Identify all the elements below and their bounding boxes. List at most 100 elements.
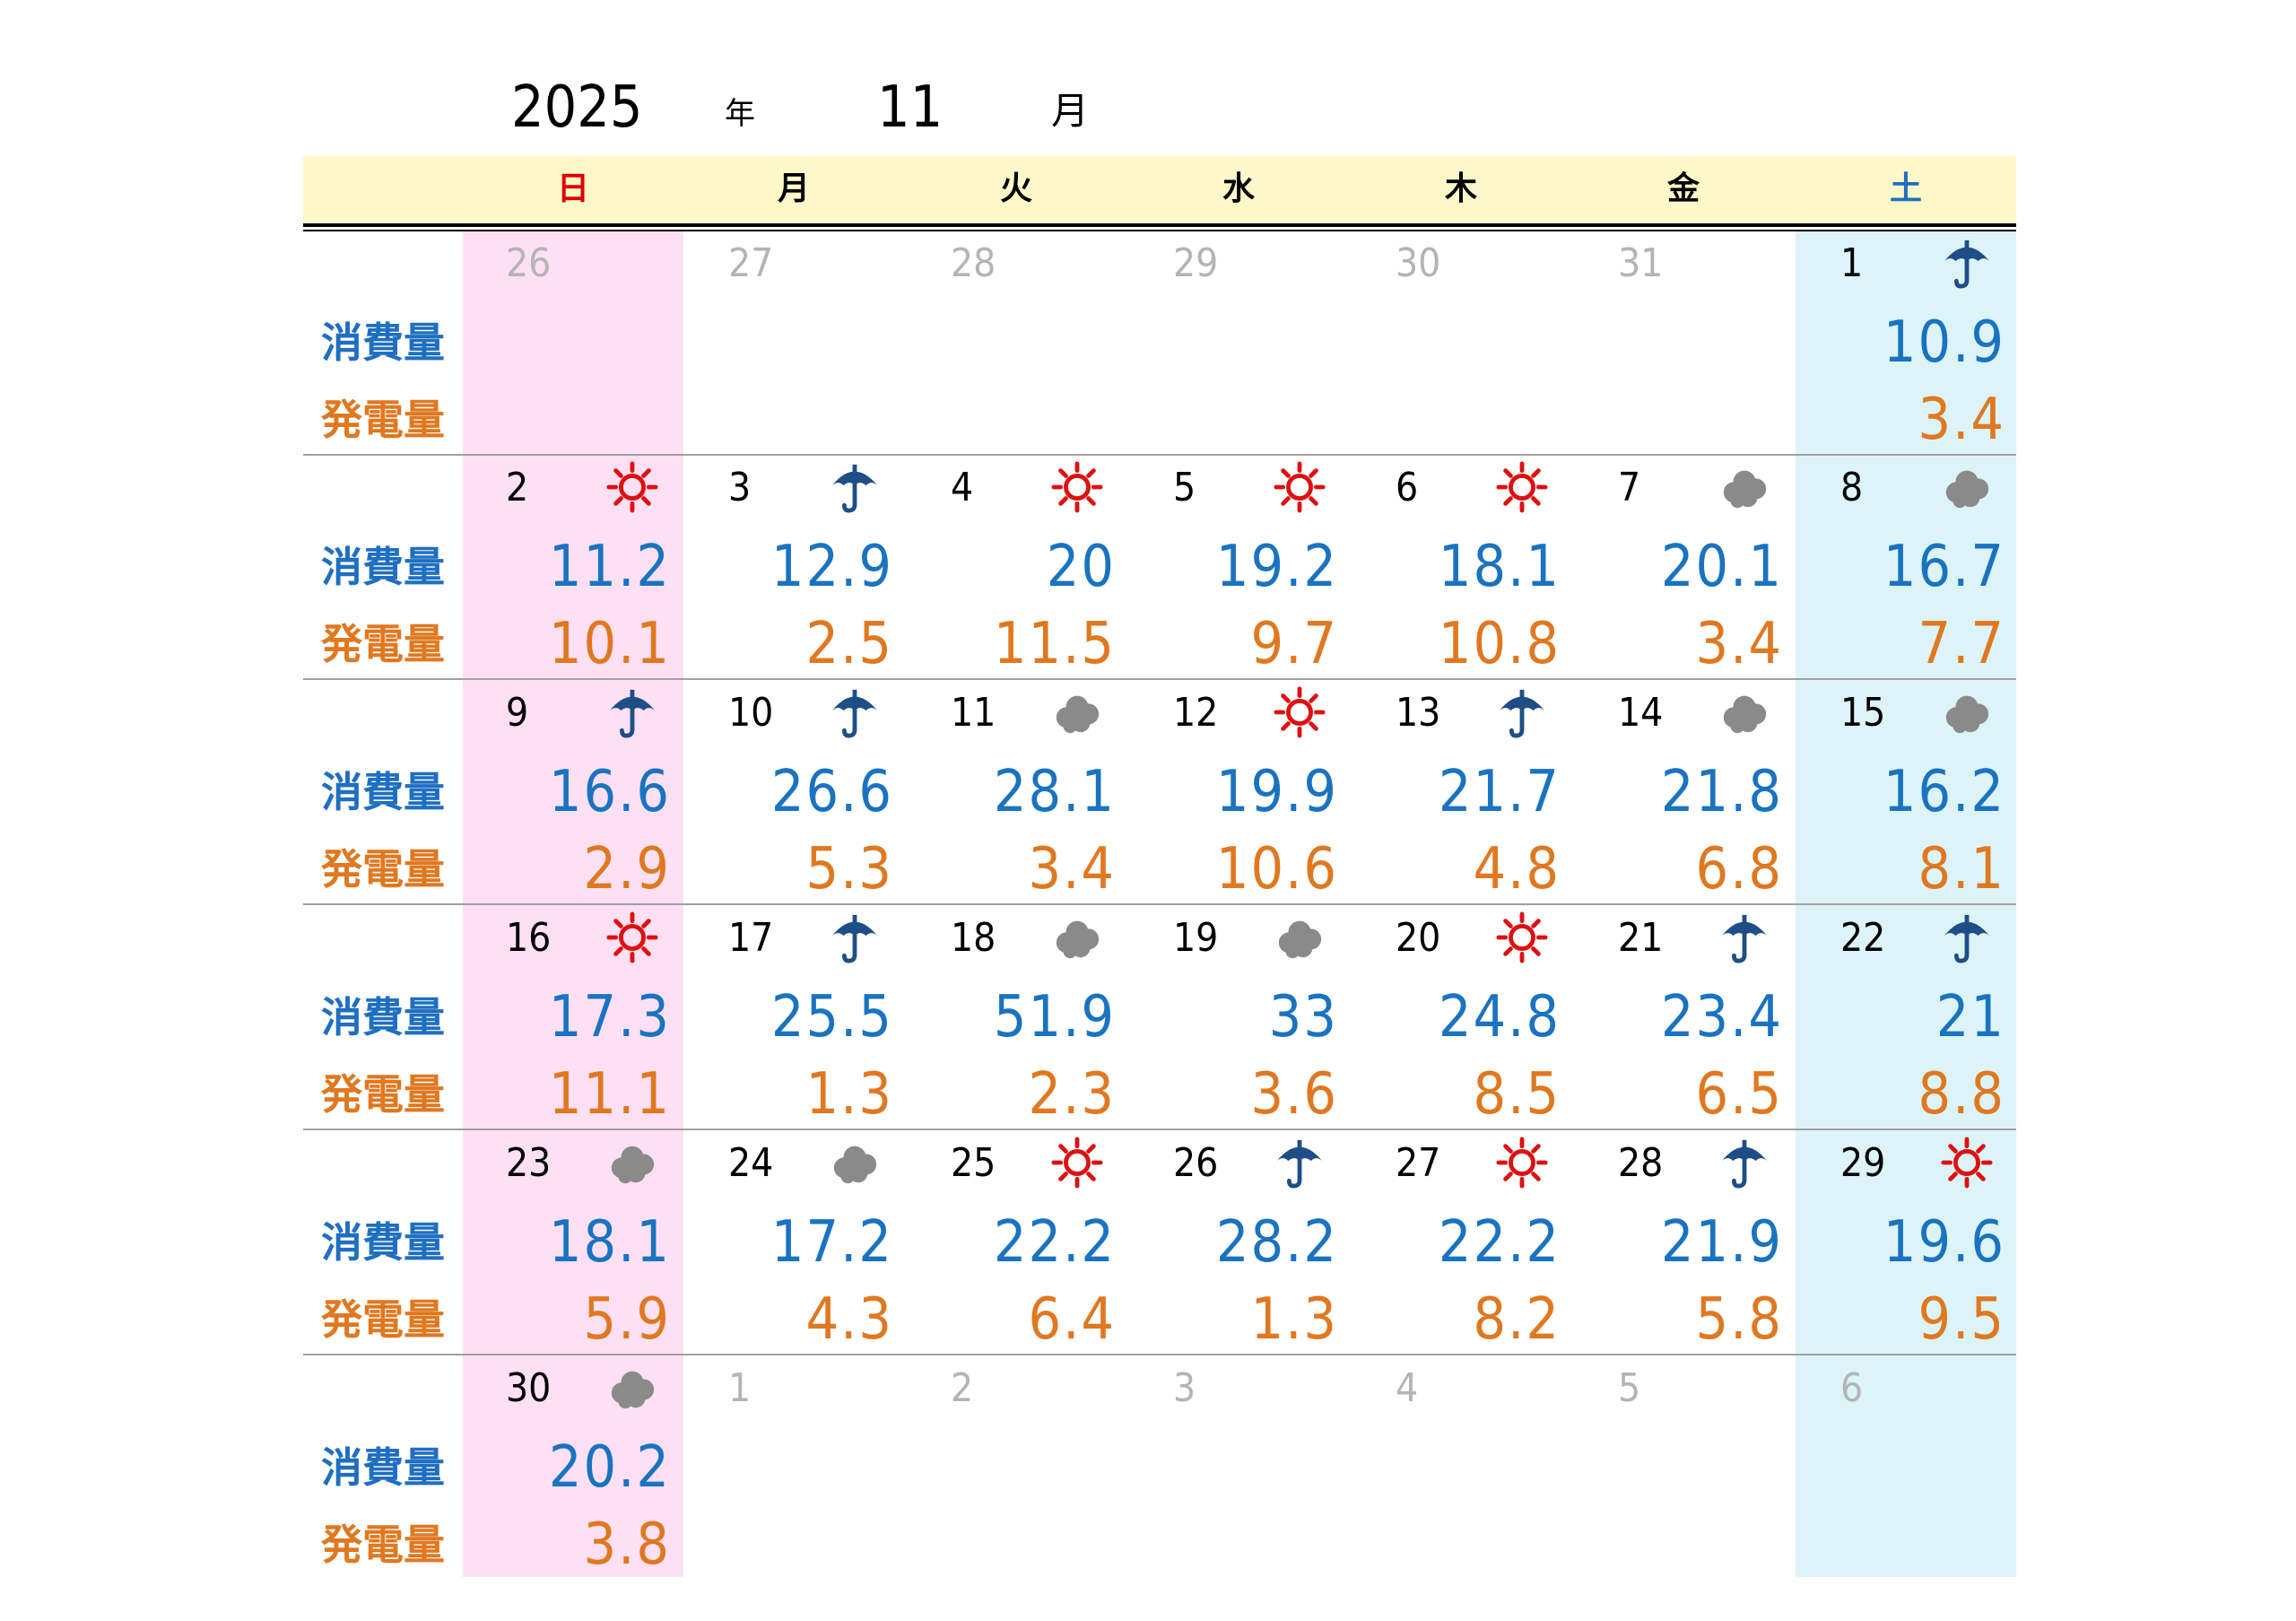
day-cell[interactable]: 30 — [1352, 231, 1573, 456]
day-cell[interactable]: 19 33 3.6 — [1130, 906, 1351, 1130]
generation-value: 6.8 — [1695, 836, 1783, 902]
consumption-value: 26.6 — [770, 759, 893, 825]
sun-icon — [1051, 461, 1103, 513]
consumption-value: 20 — [1046, 534, 1116, 600]
day-cell[interactable]: 21 23.4 6.5 — [1575, 906, 1796, 1130]
day-number: 18 — [951, 915, 996, 961]
day-cell[interactable]: 17 25.5 1.3 — [685, 906, 906, 1130]
day-cell[interactable]: 31 — [1575, 231, 1796, 456]
day-cell[interactable]: 12 19.9 10.6 — [1130, 681, 1351, 905]
day-cell[interactable]: 2 — [908, 1356, 1128, 1581]
consumption-value: 20.2 — [548, 1434, 671, 1501]
day-number: 7 — [1618, 465, 1641, 510]
generation-value: 6.4 — [1028, 1286, 1116, 1353]
sun-icon — [1496, 911, 1548, 963]
day-cell[interactable]: 11 28.1 3.4 — [908, 681, 1128, 905]
generation-value: 3.6 — [1250, 1061, 1338, 1128]
day-cell[interactable]: 1 10.9 3.4 — [1797, 231, 2018, 456]
weekday-tuesday: 火 — [999, 170, 1032, 207]
header-divider — [303, 230, 2016, 231]
weekday-header: 日 月 火 水 木 金 土 — [303, 156, 2016, 222]
day-number: 23 — [506, 1140, 552, 1186]
day-cell[interactable]: 28 21.9 5.8 — [1575, 1131, 1796, 1355]
day-number: 28 — [951, 240, 996, 286]
day-cell[interactable]: 24 17.2 4.3 — [685, 1131, 906, 1355]
generation-value: 8.2 — [1473, 1286, 1561, 1353]
generation-value: 10.6 — [1215, 836, 1338, 902]
row-label-generation: 発電量 — [321, 1295, 445, 1344]
month-unit: 月 — [1051, 89, 1090, 133]
day-cell[interactable]: 18 51.9 2.3 — [908, 906, 1128, 1130]
day-number: 8 — [1840, 465, 1864, 510]
cloud-icon — [1718, 686, 1770, 738]
day-cell[interactable]: 9 16.6 2.9 — [463, 681, 683, 905]
day-cell[interactable]: 3 12.9 2.5 — [685, 456, 906, 680]
day-cell[interactable]: 30 20.2 3.8 — [463, 1356, 683, 1581]
day-cell[interactable]: 5 19.2 9.7 — [1130, 456, 1351, 680]
generation-value: 4.8 — [1473, 836, 1561, 902]
consumption-value: 28.2 — [1215, 1209, 1338, 1276]
cloud-icon — [1941, 686, 1993, 738]
week-divider — [303, 1354, 2016, 1355]
generation-value: 6.5 — [1695, 1061, 1783, 1128]
day-cell[interactable]: 16 17.3 11.1 — [463, 906, 683, 1130]
day-cell[interactable]: 6 — [1797, 1356, 2018, 1581]
day-cell[interactable]: 28 — [908, 231, 1128, 456]
day-cell[interactable]: 23 18.1 5.9 — [463, 1131, 683, 1355]
day-cell[interactable]: 27 — [685, 231, 906, 456]
day-cell[interactable]: 26 — [463, 231, 683, 456]
day-cell[interactable]: 13 21.7 4.8 — [1352, 681, 1573, 905]
day-cell[interactable]: 5 — [1575, 1356, 1796, 1581]
day-cell[interactable]: 2 11.2 10.1 — [463, 456, 683, 680]
day-cell[interactable]: 8 16.7 7.7 — [1797, 456, 2018, 680]
consumption-value: 16.7 — [1883, 534, 2005, 600]
day-cell[interactable]: 25 22.2 6.4 — [908, 1131, 1128, 1355]
generation-value: 3.4 — [1028, 836, 1116, 902]
day-number: 16 — [506, 915, 552, 961]
generation-value: 7.7 — [1918, 611, 2005, 677]
week-divider — [303, 903, 2016, 905]
sun-icon — [606, 911, 658, 963]
sun-icon — [1496, 1137, 1548, 1189]
consumption-value: 21.9 — [1660, 1209, 1783, 1276]
consumption-value: 21 — [1935, 984, 2005, 1050]
day-cell[interactable]: 4 — [1352, 1356, 1573, 1581]
day-number: 11 — [951, 690, 996, 736]
umbrella-icon — [829, 461, 881, 513]
day-cell[interactable]: 4 20 11.5 — [908, 456, 1128, 680]
day-number: 26 — [1173, 1140, 1219, 1186]
consumption-value: 17.2 — [770, 1209, 893, 1276]
sun-icon — [1051, 1137, 1103, 1189]
day-cell[interactable]: 22 21 8.8 — [1797, 906, 2018, 1130]
day-cell[interactable]: 10 26.6 5.3 — [685, 681, 906, 905]
sun-icon — [1496, 461, 1548, 513]
umbrella-icon — [1941, 237, 1993, 289]
generation-value: 5.8 — [1695, 1286, 1783, 1353]
day-number: 1 — [728, 1365, 752, 1411]
generation-value: 2.5 — [805, 611, 893, 677]
day-cell[interactable]: 6 18.1 10.8 — [1352, 456, 1573, 680]
day-cell[interactable]: 27 22.2 8.2 — [1352, 1131, 1573, 1355]
day-cell[interactable]: 29 19.6 9.5 — [1797, 1131, 2018, 1355]
day-cell[interactable]: 3 — [1130, 1356, 1351, 1581]
day-number: 17 — [728, 915, 774, 961]
day-cell[interactable]: 7 20.1 3.4 — [1575, 456, 1796, 680]
day-cell[interactable]: 20 24.8 8.5 — [1352, 906, 1573, 1130]
day-number: 31 — [1618, 240, 1664, 286]
consumption-value: 19.2 — [1215, 534, 1338, 600]
umbrella-icon — [829, 911, 881, 963]
row-label-consumption: 消費量 — [321, 1218, 445, 1267]
day-cell[interactable]: 29 — [1130, 231, 1351, 456]
day-number: 22 — [1840, 915, 1886, 961]
day-cell[interactable]: 14 21.8 6.8 — [1575, 681, 1796, 905]
generation-value: 3.8 — [583, 1512, 671, 1578]
day-cell[interactable]: 26 28.2 1.3 — [1130, 1131, 1351, 1355]
day-number: 1 — [1840, 240, 1864, 286]
cloud-icon — [1051, 686, 1103, 738]
day-number: 15 — [1840, 690, 1886, 736]
weekday-friday: 金 — [1666, 170, 1700, 207]
day-cell[interactable]: 15 16.2 8.1 — [1797, 681, 2018, 905]
consumption-value: 12.9 — [770, 534, 893, 600]
day-cell[interactable]: 1 — [685, 1356, 906, 1581]
row-label-consumption: 消費量 — [321, 1443, 445, 1492]
